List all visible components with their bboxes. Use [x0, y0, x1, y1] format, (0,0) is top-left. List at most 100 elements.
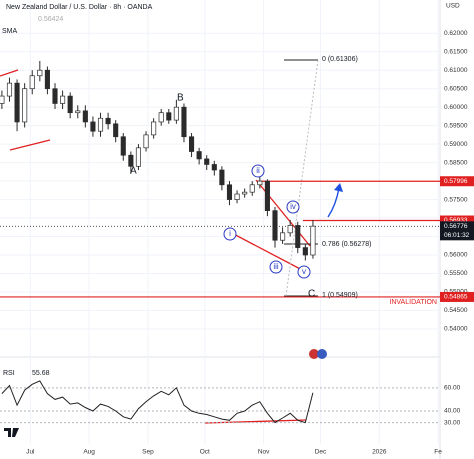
- price-tag-label: 0.56933: [444, 217, 468, 224]
- candle-body: [29, 75, 35, 90]
- trendline: [9, 139, 51, 151]
- x-tick-label: 2026: [372, 449, 387, 456]
- candle-body: [295, 225, 301, 248]
- rsi-tick-label: 60.00: [444, 385, 461, 392]
- wave-circle: [297, 265, 311, 279]
- x-tick-label: Fe: [434, 449, 442, 456]
- last-price-label: 0.56776: [444, 223, 468, 230]
- fib-label: 0 (0.61306): [322, 56, 358, 63]
- y-tick-label: 0.55500: [444, 270, 468, 277]
- candle-body: [113, 123, 119, 138]
- candle-body: [287, 225, 293, 234]
- sma-value: 0.56424: [38, 16, 63, 23]
- sub-wave-label: v: [302, 267, 306, 276]
- sub-wave-label: ii: [256, 166, 260, 175]
- candle-body: [0, 95, 5, 104]
- y-tick-label: 0.54500: [444, 307, 468, 314]
- y-tick-label: 0.61000: [444, 67, 468, 74]
- candle-body: [6, 82, 13, 97]
- y-tick-label: 0.59500: [444, 122, 468, 129]
- sub-wave-label: iii: [273, 262, 279, 271]
- candle-body: [264, 180, 270, 212]
- candle-body: [226, 184, 233, 200]
- price-tag: [440, 291, 474, 302]
- candle-body: [82, 110, 88, 123]
- indicator-name: SMA: [2, 28, 18, 35]
- candle-body: [90, 121, 96, 132]
- y-tick-label: 0.56000: [444, 252, 468, 259]
- candle-body: [143, 134, 149, 149]
- price-tag-label: 0.54865: [444, 294, 468, 301]
- candle-body: [97, 117, 104, 132]
- rsi-tick-label: 30.00: [444, 419, 461, 426]
- x-tick-label: Jul: [26, 449, 35, 456]
- wave-circle: [269, 260, 283, 274]
- candle-body: [196, 151, 202, 160]
- marks: 0.62000 0.61500 0.61000 0.60500 0.60000 0.595…: [0, 30, 474, 456]
- candle-body: [75, 110, 81, 114]
- flag-icon[interactable]: [309, 349, 319, 359]
- candle-body: [204, 158, 210, 165]
- y-tick-label: 0.59000: [444, 141, 468, 148]
- x-tick-label: Nov: [258, 449, 270, 456]
- candle-body: [302, 247, 308, 256]
- y-tick-label: 0.54000: [444, 326, 468, 333]
- candle-body: [120, 136, 126, 156]
- y-tick-label: 0.57500: [444, 196, 468, 203]
- candle-body: [14, 82, 20, 123]
- candle-body: [257, 180, 263, 186]
- arrowhead: [334, 183, 343, 192]
- wave-circle: [223, 227, 237, 241]
- rsi-line: [1, 380, 314, 424]
- wedge-line: [225, 229, 307, 273]
- countdown: 06:01:32: [444, 232, 470, 239]
- y-tick-label: 0.62000: [444, 30, 468, 37]
- candle-body: [151, 121, 157, 136]
- fib-label: 1 (0.54909): [322, 292, 358, 299]
- y-tick-label: 0.61500: [444, 48, 468, 55]
- x-tick-label: Aug: [83, 449, 95, 456]
- candle-body: [181, 106, 187, 138]
- sub-wave-label: i: [229, 229, 231, 238]
- candle-body: [242, 191, 248, 195]
- x-tick-label: Dec: [315, 449, 327, 456]
- candle-body: [105, 117, 111, 125]
- wave-circle: [251, 164, 265, 178]
- currency: USD: [446, 3, 460, 10]
- flag-icon[interactable]: [317, 349, 327, 359]
- candle-body: [128, 154, 134, 167]
- rsi-tick-label: 40.00: [444, 408, 461, 415]
- candle-body: [52, 88, 58, 104]
- candle-body: [37, 69, 43, 77]
- invalidation-label: INVALIDATION: [389, 299, 437, 306]
- candle-body: [219, 169, 225, 186]
- x-tick-label: Sep: [142, 449, 154, 456]
- candle-body: [189, 136, 195, 152]
- candle-body: [166, 112, 172, 121]
- y-tick-label: 0.60000: [444, 104, 468, 111]
- candle-body: [60, 95, 66, 104]
- chart-title: New Zealand Dollar / U.S. Dollar · 8h · …: [6, 4, 153, 11]
- price-tag-label: 0.57996: [444, 178, 468, 185]
- candle-body: [272, 210, 278, 241]
- price-tag: [440, 215, 474, 226]
- candle-body: [211, 164, 217, 171]
- candle-body: [22, 88, 28, 123]
- wave-label: A: [130, 166, 137, 177]
- candle-body: [158, 112, 164, 123]
- candle-body: [44, 69, 50, 90]
- trendline: [0, 69, 19, 77]
- y-tick-label: 0.60500: [444, 85, 468, 92]
- wave-label: C: [308, 289, 315, 300]
- logo: [4, 428, 19, 437]
- fib-label: 0.786 (0.56278): [322, 241, 371, 248]
- candle-body: [249, 184, 255, 193]
- candle-body: [234, 193, 240, 200]
- candle-body: [173, 106, 179, 121]
- last-price-tag: [440, 221, 474, 241]
- rsi-value: 55.68: [32, 370, 50, 377]
- wave-label: B: [177, 93, 184, 104]
- candle-body: [67, 95, 73, 114]
